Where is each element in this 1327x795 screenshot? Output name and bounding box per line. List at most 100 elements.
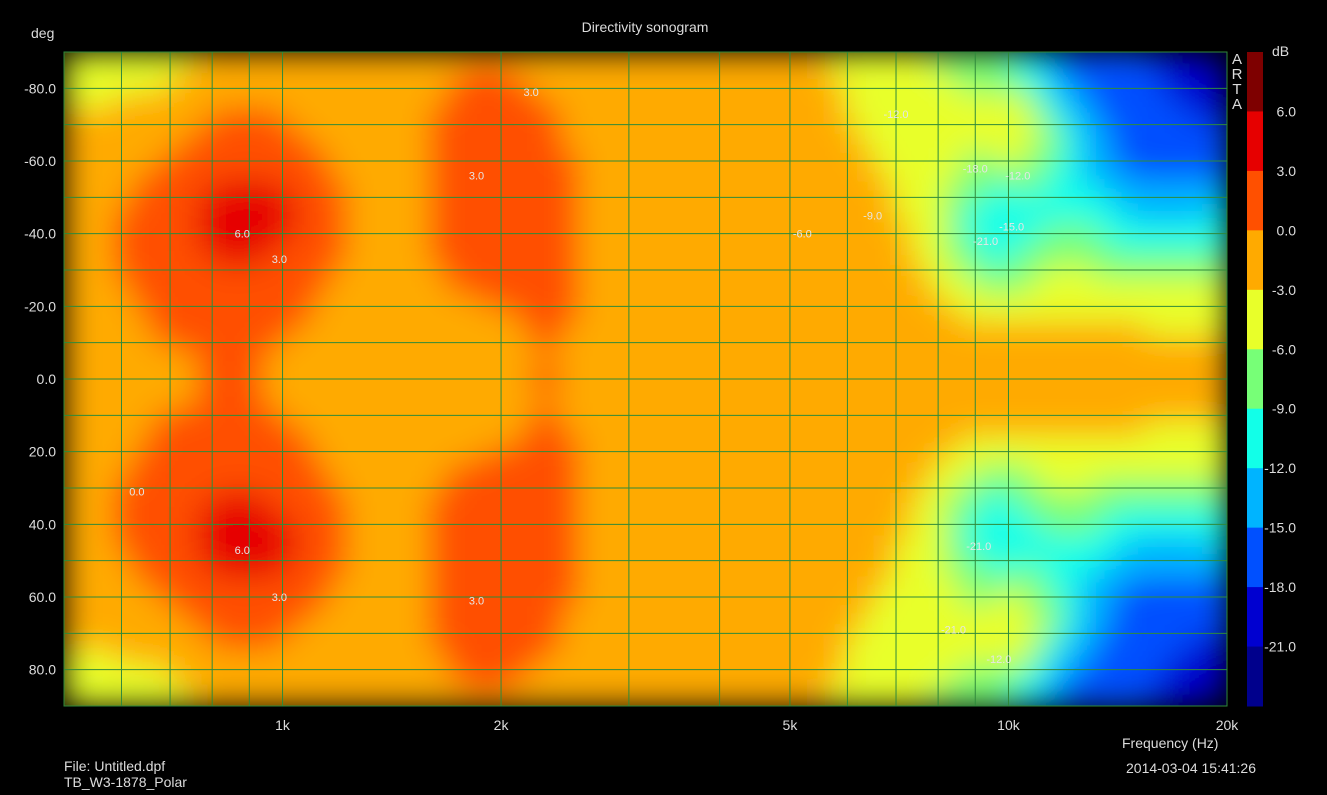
heatmap-cell [479,578,497,594]
heatmap-cell [1210,620,1227,636]
heatmap-cell [462,350,481,366]
heatmap-cell [662,506,680,522]
heatmap-cell [1160,393,1178,409]
heatmap-cell [379,606,398,622]
heatmap-cell [379,364,398,380]
heatmap-cell [977,649,996,665]
heatmap-cell [196,521,215,537]
heatmap-cell [595,236,614,252]
heatmap-cell [678,563,697,579]
heatmap-cell [1077,620,1095,636]
heatmap-cell [246,52,265,68]
heatmap-cell [147,94,165,110]
heatmap-cell [579,336,597,352]
heatmap-cell [761,592,780,608]
heatmap-cell [529,194,547,210]
heatmap-cell [446,649,464,665]
timestamp: 2014-03-04 15:41:26 [1126,760,1256,776]
heatmap-cell [994,464,1012,480]
heatmap-cell [595,165,614,181]
heatmap-cell [1094,634,1112,650]
heatmap-cell [313,649,331,665]
heatmap-cell [595,364,614,380]
heatmap-cell [678,265,697,281]
heatmap-cell [1210,307,1227,323]
heatmap-cell [1094,492,1112,508]
heatmap-cell [761,165,780,181]
heatmap-cell [363,52,381,68]
heatmap-cell [512,322,530,338]
y-tick-label: 40.0 [29,516,56,532]
heatmap-cell [446,677,464,693]
heatmap-cell [711,620,730,636]
heatmap-cell [628,521,647,537]
heatmap-cell [512,592,530,608]
heatmap-cell [529,179,547,195]
heatmap-cell [728,307,746,323]
heatmap-cell [1193,464,1212,480]
heatmap-cell [495,379,514,395]
heatmap-cell [379,535,398,551]
heatmap-cell [711,265,730,281]
heatmap-cell [1044,506,1062,522]
heatmap-cell [961,421,979,437]
heatmap-cell [1127,563,1145,579]
heatmap-cell [628,165,647,181]
contour-label: -21.0 [973,236,998,248]
heatmap-cell [927,208,946,224]
heatmap-cell [1177,208,1195,224]
heatmap-cell [612,52,630,68]
heatmap-cell [363,663,381,679]
heatmap-cell [180,393,198,409]
heatmap-cell [595,336,614,352]
heatmap-cell [495,251,514,267]
heatmap-cell [379,521,398,537]
heatmap-cell [1110,165,1129,181]
heatmap-cell [894,492,913,508]
heatmap-cell [562,663,580,679]
heatmap-cell [412,535,431,551]
heatmap-cell [396,322,414,338]
heatmap-cell [828,549,846,565]
heatmap-cell [1210,606,1227,622]
heatmap-cell [1143,293,1162,309]
heatmap-cell [778,123,796,139]
heatmap-cell [113,222,132,238]
heatmap-cell [130,606,148,622]
heatmap-cell [213,379,231,395]
heatmap-cell [246,478,265,494]
heatmap-cell [196,578,215,594]
heatmap-cell [130,492,148,508]
heatmap-cell [944,691,962,706]
heatmap-cell [861,393,879,409]
heatmap-cell [396,165,414,181]
heatmap-cell [662,691,680,706]
heatmap-cell [645,137,663,153]
heatmap-cell [927,393,946,409]
heatmap-cell [279,279,298,295]
heatmap-cell [645,322,663,338]
heatmap-cell [745,634,763,650]
heatmap-cell [911,563,929,579]
heatmap-cell [761,663,780,679]
heatmap-cell [828,691,846,706]
heatmap-cell [695,379,713,395]
heatmap-cell [512,236,530,252]
heatmap-cell [246,691,265,706]
heatmap-cell [878,293,896,309]
heatmap-cell [429,179,447,195]
heatmap-cell [363,634,381,650]
heatmap-cell [1011,393,1029,409]
heatmap-cell [1027,222,1046,238]
heatmap-cell [761,208,780,224]
heatmap-cell [329,165,348,181]
heatmap-cell [1143,364,1162,380]
heatmap-cell [844,393,863,409]
heatmap-cell [828,208,846,224]
heatmap-cell [379,435,398,451]
heatmap-cell [246,521,265,537]
heatmap-cell [180,421,198,437]
heatmap-cell [1011,649,1029,665]
heatmap-cell [213,606,231,622]
heatmap-cell [811,208,830,224]
